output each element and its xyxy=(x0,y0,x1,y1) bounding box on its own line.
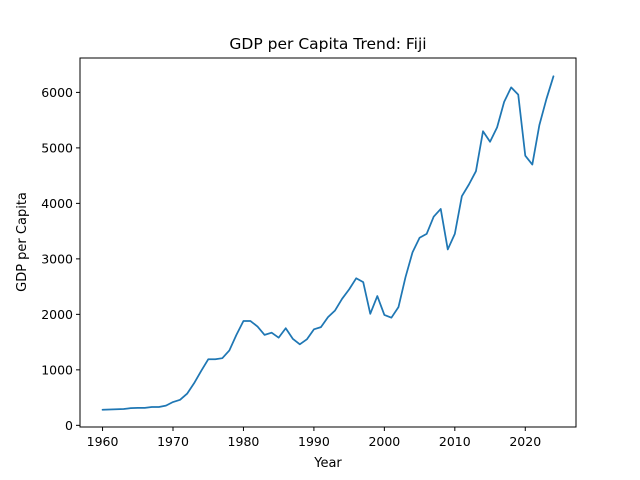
x-tick-label: 1960 xyxy=(87,434,119,449)
x-axis-label: Year xyxy=(313,456,342,471)
y-tick-label: 1000 xyxy=(41,362,73,377)
x-tick-label: 1990 xyxy=(298,434,330,449)
y-tick-label: 5000 xyxy=(41,140,73,155)
series-layer xyxy=(101,75,555,411)
x-axis: 1960 1970 1980 1990 2000 2010 2020 xyxy=(87,427,541,449)
y-tick-label: 4000 xyxy=(41,196,73,211)
x-tick-label: 2000 xyxy=(368,434,400,449)
chart-title: GDP per Capita Trend: Fiji xyxy=(229,35,426,53)
x-tick-label: 2010 xyxy=(439,434,471,449)
plot-area xyxy=(79,57,577,428)
y-axis-label: GDP per Capita xyxy=(15,192,30,292)
y-tick-label: 0 xyxy=(65,418,73,433)
x-tick-label: 1980 xyxy=(228,434,260,449)
x-tick-label: 2020 xyxy=(509,434,541,449)
y-tick-label: 6000 xyxy=(41,85,73,100)
series-line xyxy=(101,75,555,411)
x-tick-label: 1970 xyxy=(157,434,189,449)
y-axis: 0 1000 2000 3000 4000 5000 6000 xyxy=(41,85,80,433)
y-tick-label: 2000 xyxy=(41,307,73,322)
y-tick-label: 3000 xyxy=(41,251,73,266)
